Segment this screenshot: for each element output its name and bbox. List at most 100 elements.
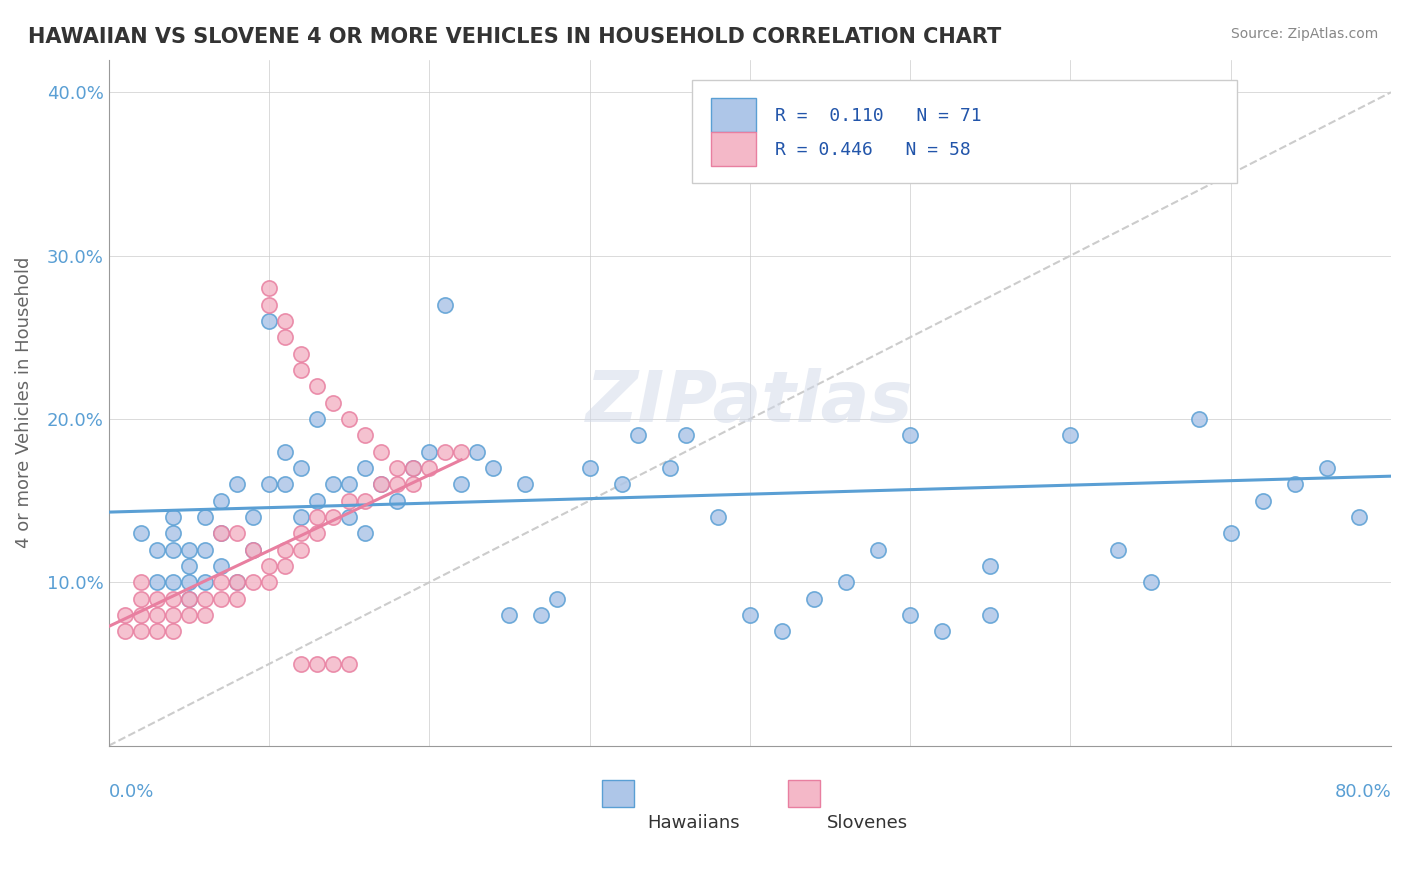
Text: 80.0%: 80.0%: [1334, 783, 1391, 801]
Slovenes: [337, 657, 360, 671]
Hawaiians: [129, 526, 152, 541]
Slovenes: [242, 542, 264, 557]
Hawaiians: [354, 461, 377, 475]
Slovenes: [290, 542, 312, 557]
Slovenes: [257, 298, 280, 312]
Hawaiians: [177, 575, 200, 590]
Y-axis label: 4 or more Vehicles in Household: 4 or more Vehicles in Household: [15, 257, 32, 549]
Hawaiians: [177, 542, 200, 557]
Slovenes: [177, 591, 200, 606]
Hawaiians: [194, 575, 217, 590]
Slovenes: [194, 607, 217, 622]
Slovenes: [274, 314, 297, 328]
Slovenes: [162, 607, 184, 622]
Hawaiians: [305, 493, 328, 508]
Slovenes: [274, 542, 297, 557]
Slovenes: [337, 493, 360, 508]
Text: Hawaiians: Hawaiians: [647, 814, 740, 832]
Hawaiians: [803, 591, 825, 606]
Hawaiians: [546, 591, 568, 606]
Slovenes: [257, 575, 280, 590]
Slovenes: [290, 657, 312, 671]
Slovenes: [418, 461, 440, 475]
Slovenes: [114, 607, 136, 622]
Bar: [692, 80, 1237, 183]
Slovenes: [385, 461, 408, 475]
Hawaiians: [1316, 461, 1339, 475]
Bar: [711, 132, 756, 166]
Slovenes: [209, 526, 232, 541]
Hawaiians: [979, 559, 1001, 574]
Hawaiians: [578, 461, 600, 475]
Slovenes: [129, 607, 152, 622]
Hawaiians: [979, 607, 1001, 622]
Hawaiians: [418, 444, 440, 458]
Slovenes: [370, 477, 392, 491]
Hawaiians: [322, 477, 344, 491]
Slovenes: [322, 395, 344, 409]
Slovenes: [225, 591, 247, 606]
Hawaiians: [162, 510, 184, 524]
Slovenes: [402, 461, 425, 475]
Hawaiians: [209, 493, 232, 508]
Hawaiians: [337, 477, 360, 491]
Hawaiians: [931, 624, 953, 639]
Hawaiians: [177, 559, 200, 574]
Hawaiians: [209, 526, 232, 541]
Hawaiians: [1219, 526, 1241, 541]
Slovenes: [242, 575, 264, 590]
Slovenes: [290, 363, 312, 377]
Slovenes: [290, 346, 312, 360]
Hawaiians: [706, 510, 728, 524]
Text: Slovenes: Slovenes: [827, 814, 908, 832]
Hawaiians: [290, 461, 312, 475]
Slovenes: [129, 624, 152, 639]
Text: R = 0.446   N = 58: R = 0.446 N = 58: [776, 141, 972, 159]
Hawaiians: [498, 607, 520, 622]
Hawaiians: [145, 575, 167, 590]
Bar: [789, 780, 820, 807]
Slovenes: [209, 591, 232, 606]
Hawaiians: [450, 477, 472, 491]
Hawaiians: [242, 510, 264, 524]
Slovenes: [402, 477, 425, 491]
Hawaiians: [465, 444, 488, 458]
Hawaiians: [290, 510, 312, 524]
Slovenes: [322, 657, 344, 671]
Slovenes: [337, 412, 360, 426]
Slovenes: [129, 575, 152, 590]
Hawaiians: [1284, 477, 1306, 491]
Hawaiians: [194, 542, 217, 557]
Hawaiians: [868, 542, 890, 557]
Hawaiians: [898, 607, 921, 622]
Slovenes: [225, 526, 247, 541]
Hawaiians: [658, 461, 681, 475]
Hawaiians: [274, 477, 297, 491]
Hawaiians: [305, 412, 328, 426]
Slovenes: [385, 477, 408, 491]
Slovenes: [162, 591, 184, 606]
Hawaiians: [1139, 575, 1161, 590]
Hawaiians: [898, 428, 921, 442]
Hawaiians: [177, 591, 200, 606]
Slovenes: [177, 607, 200, 622]
Slovenes: [257, 281, 280, 295]
Hawaiians: [515, 477, 537, 491]
Slovenes: [145, 624, 167, 639]
Hawaiians: [1251, 493, 1274, 508]
Hawaiians: [770, 624, 793, 639]
Slovenes: [370, 444, 392, 458]
Hawaiians: [530, 607, 553, 622]
Hawaiians: [482, 461, 505, 475]
Hawaiians: [194, 510, 217, 524]
Hawaiians: [274, 444, 297, 458]
Slovenes: [225, 575, 247, 590]
Hawaiians: [1059, 428, 1081, 442]
Slovenes: [305, 379, 328, 393]
Slovenes: [257, 559, 280, 574]
Hawaiians: [370, 477, 392, 491]
Slovenes: [305, 510, 328, 524]
Slovenes: [305, 526, 328, 541]
Text: ZIPatlas: ZIPatlas: [586, 368, 914, 437]
Slovenes: [354, 493, 377, 508]
